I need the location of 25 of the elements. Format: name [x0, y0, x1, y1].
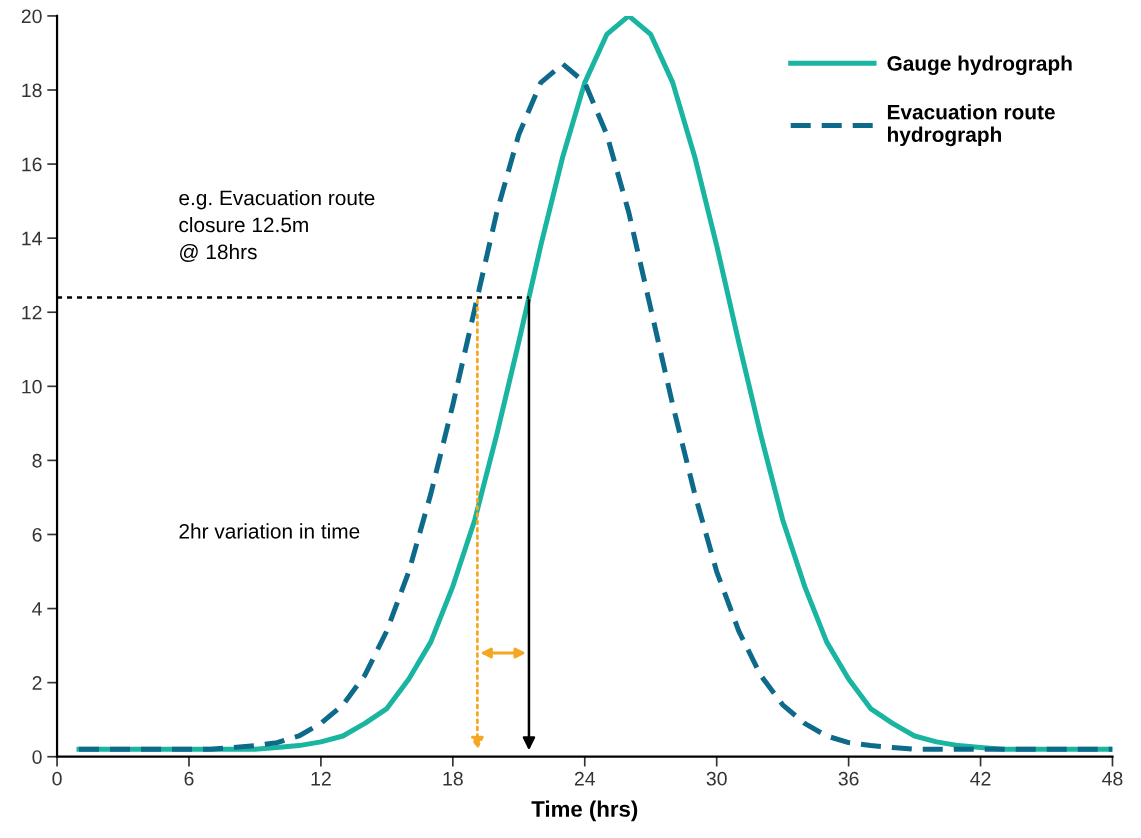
x-tick-label: 0	[52, 771, 62, 786]
x-tick-label: 30	[706, 771, 727, 786]
annotation: e.g. Evacuation route closure 12.5m @ 18hrs	[179, 190, 375, 262]
x-tick-label: 42	[970, 771, 991, 786]
x-tick-label: 48	[1102, 771, 1123, 786]
y-tick-label: 6	[32, 527, 42, 542]
annotation: 2hr variation in time	[179, 523, 360, 539]
legend-label: Gauge hydrograph	[887, 55, 1072, 76]
x-tick-label: 18	[443, 771, 463, 786]
legend-label: Evacuation route hydrograph	[887, 104, 1055, 147]
x-tick-label: 12	[311, 771, 331, 786]
y-tick-label: 16	[22, 157, 42, 172]
x-tick-label: 36	[838, 771, 859, 786]
y-tick-label: 18	[22, 83, 42, 98]
y-tick-label: 8	[32, 453, 42, 468]
y-tick-label: 0	[32, 750, 42, 764]
y-tick-label: 12	[22, 305, 42, 320]
y-tick-label: 14	[22, 231, 42, 246]
y-tick-label: 2	[32, 676, 42, 690]
y-tick-label: 10	[22, 379, 42, 394]
x-tick-label: 24	[574, 771, 596, 786]
x-axis-title: Time (hrs)	[531, 800, 638, 822]
x-tick-label: 6	[184, 771, 194, 786]
y-tick-label: 20	[21, 9, 42, 24]
y-tick-label: 4	[32, 602, 42, 616]
